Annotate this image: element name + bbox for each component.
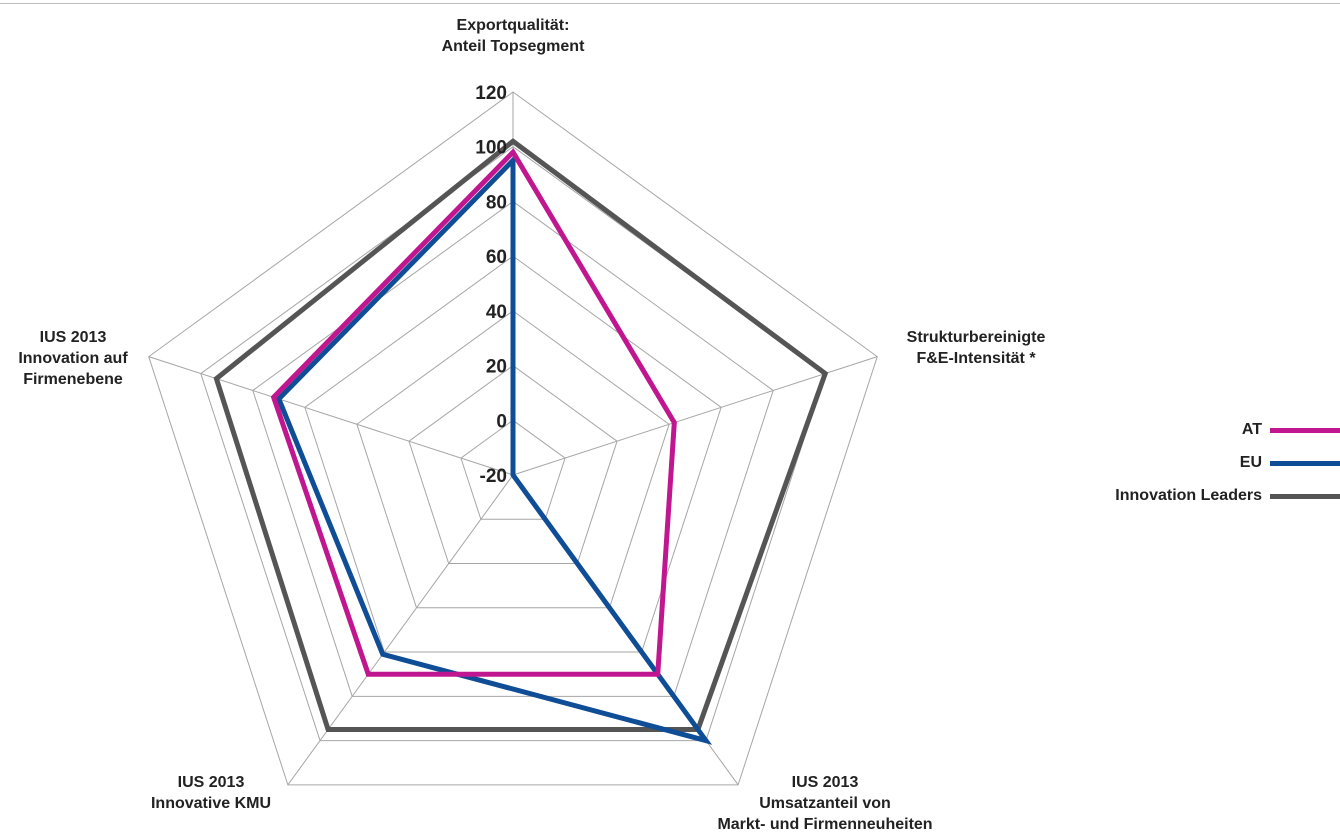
top-rule bbox=[0, 3, 1340, 4]
radar-series-group bbox=[213, 138, 829, 745]
grid-ring bbox=[408, 364, 618, 565]
legend-item-eu: EU bbox=[1240, 451, 1340, 475]
radar-axis-labels: Exportqualität: Anteil Topsegment Struktur… bbox=[18, 17, 1045, 833]
legend-item-innovation-leaders: Innovation Leaders bbox=[1115, 484, 1340, 508]
axis-spoke bbox=[148, 356, 514, 476]
axis-label-2: Strukturbereinigte F&E-Intensität * bbox=[907, 329, 1046, 367]
grid-ring bbox=[304, 255, 722, 653]
axis-label-1: Exportqualität: Anteil Topsegment bbox=[442, 17, 585, 55]
axis-label-3: IUS 2013 Umsatzanteil von Markt- und Firme… bbox=[717, 774, 932, 833]
axis-label-5: IUS 2013 Innovation auf Firmenebene bbox=[18, 329, 128, 388]
tick-label: 60 bbox=[486, 247, 507, 268]
radar-tick-labels: -20 0 20 40 60 80 100 120 bbox=[475, 83, 507, 487]
tick-label: 80 bbox=[486, 192, 507, 213]
axis-spoke bbox=[512, 356, 878, 476]
legend-swatch bbox=[1270, 427, 1340, 433]
legend-label: AT bbox=[1241, 421, 1262, 438]
legend-label: Innovation Leaders bbox=[1115, 487, 1262, 504]
series-line-at bbox=[270, 148, 677, 677]
tick-label: -20 bbox=[480, 466, 507, 487]
tick-label: 120 bbox=[475, 83, 507, 104]
grid-ring bbox=[252, 200, 774, 697]
tick-label: 0 bbox=[496, 411, 507, 432]
tick-label: 40 bbox=[486, 302, 507, 323]
legend-swatch bbox=[1270, 493, 1340, 499]
grid-ring bbox=[460, 419, 566, 520]
series-line-eu bbox=[275, 154, 713, 745]
axis-spoke bbox=[287, 474, 514, 786]
grid-ring bbox=[148, 91, 878, 786]
grid-ring bbox=[356, 310, 670, 609]
legend-item-at: AT bbox=[1242, 418, 1340, 442]
tick-label: 100 bbox=[475, 138, 507, 159]
tick-label: 20 bbox=[486, 357, 507, 378]
axis-label-4: IUS 2013 Innovative KMU bbox=[151, 774, 271, 812]
legend-label: EU bbox=[1239, 454, 1262, 471]
legend-swatch bbox=[1270, 460, 1340, 466]
series-line-innovation-leaders bbox=[213, 138, 829, 733]
